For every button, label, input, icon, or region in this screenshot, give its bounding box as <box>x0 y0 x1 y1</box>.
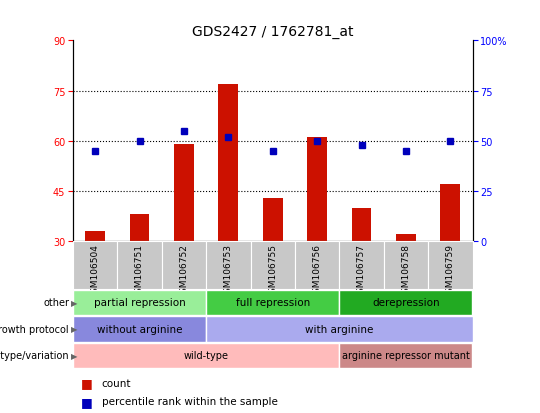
Text: without arginine: without arginine <box>97 324 183 334</box>
Bar <box>206 316 472 342</box>
Text: GSM106758: GSM106758 <box>401 244 410 298</box>
Bar <box>251 242 295 289</box>
Bar <box>428 242 472 289</box>
Bar <box>117 242 161 289</box>
Text: ▶: ▶ <box>71 325 78 334</box>
Text: ■: ■ <box>81 395 93 408</box>
Bar <box>295 242 339 289</box>
Text: derepression: derepression <box>372 298 440 308</box>
Text: GSM106759: GSM106759 <box>446 244 455 298</box>
Bar <box>440 185 460 242</box>
Title: GDS2427 / 1762781_at: GDS2427 / 1762781_at <box>192 25 354 39</box>
Text: ▶: ▶ <box>71 351 78 360</box>
Text: GSM106757: GSM106757 <box>357 244 366 298</box>
Bar <box>73 343 339 368</box>
Bar <box>352 208 372 242</box>
Bar <box>339 290 472 316</box>
Bar <box>307 138 327 242</box>
Text: growth protocol: growth protocol <box>0 324 69 334</box>
Text: partial repression: partial repression <box>93 298 185 308</box>
Bar <box>206 242 251 289</box>
Text: with arginine: with arginine <box>305 324 374 334</box>
Bar <box>339 343 472 368</box>
Bar <box>85 232 105 242</box>
Bar <box>218 85 238 242</box>
Text: other: other <box>43 298 69 308</box>
Text: arginine repressor mutant: arginine repressor mutant <box>342 351 470 361</box>
Bar <box>262 198 283 242</box>
Text: GSM106755: GSM106755 <box>268 244 277 298</box>
Bar <box>73 316 206 342</box>
Text: genotype/variation: genotype/variation <box>0 351 69 361</box>
Text: count: count <box>102 378 131 388</box>
Text: GSM106504: GSM106504 <box>91 244 99 298</box>
Text: wild-type: wild-type <box>184 351 228 361</box>
Text: full repression: full repression <box>235 298 310 308</box>
Text: GSM106753: GSM106753 <box>224 244 233 298</box>
Text: GSM106752: GSM106752 <box>179 244 188 298</box>
Text: ▶: ▶ <box>71 298 78 307</box>
Text: percentile rank within the sample: percentile rank within the sample <box>102 396 278 406</box>
Bar <box>384 242 428 289</box>
Bar <box>206 290 339 316</box>
Bar <box>174 145 194 242</box>
Text: ■: ■ <box>81 376 93 389</box>
Bar <box>130 215 150 242</box>
Bar <box>73 290 206 316</box>
Bar <box>396 235 416 242</box>
Text: GSM106751: GSM106751 <box>135 244 144 298</box>
Bar <box>73 242 117 289</box>
Bar <box>161 242 206 289</box>
Text: GSM106756: GSM106756 <box>313 244 322 298</box>
Bar <box>339 242 384 289</box>
